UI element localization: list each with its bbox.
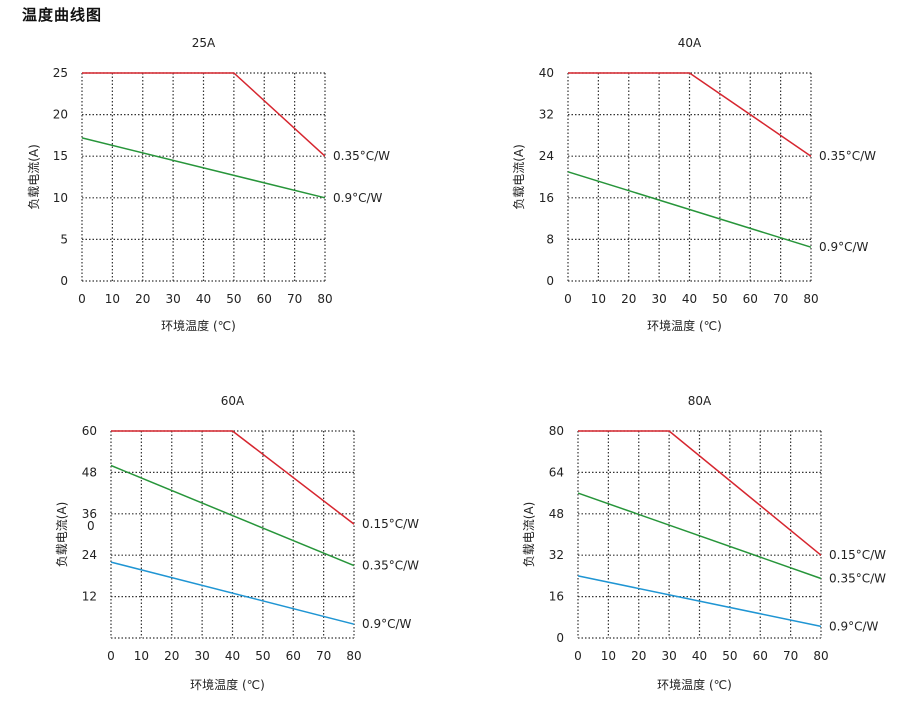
chart-title: 25A — [192, 36, 216, 50]
x-tick-label: 30 — [194, 649, 209, 663]
y-tick-label: 15 — [53, 149, 68, 163]
series-line-0.9°C/W — [110, 561, 355, 625]
series-line-0.35°C/W — [82, 72, 326, 157]
y-tick-label: 24 — [82, 548, 97, 562]
x-tick-label: 60 — [286, 649, 301, 663]
series-line-0.9°C/W — [567, 171, 812, 248]
series-label: 0.9°C/W — [362, 617, 412, 631]
y-tick-label: 16 — [549, 590, 564, 604]
chart-40A: 40A 0 10 20 30 40 50 60 70 80 0 8 16 24 32 40 负载电流(A) 环境温… — [512, 36, 876, 333]
x-tick-label: 10 — [591, 292, 606, 306]
x-tick-label: 40 — [692, 649, 707, 663]
x-tick-label: 50 — [255, 649, 270, 663]
x-tick-label: 10 — [601, 649, 616, 663]
y-tick-label: 20 — [53, 108, 68, 122]
y-tick-label: 5 — [60, 232, 68, 246]
y-tick-label: 32 — [549, 548, 564, 562]
y-tick-label: 64 — [549, 465, 564, 479]
y-tick-label: 0 — [60, 274, 68, 288]
chart-25A: 25A 0 10 20 30 40 50 60 70 80 0 5 10 15 20 25 负载电流(A) 环境温… — [27, 36, 390, 333]
y-tick-label: 0 — [556, 631, 564, 645]
x-tick-label: 70 — [316, 649, 331, 663]
x-tick-label: 50 — [712, 292, 727, 306]
series-label: 0.35°C/W — [333, 149, 390, 163]
y-tick-label: 10 — [53, 191, 68, 205]
x-tick-label: 40 — [225, 649, 240, 663]
chart-title: 80A — [688, 394, 712, 408]
series-label: 0.9°C/W — [333, 191, 383, 205]
x-axis-label: 环境温度 (℃) — [190, 677, 265, 692]
series-line-0.15°C/W — [111, 430, 355, 525]
series-label: 0.9°C/W — [829, 619, 879, 633]
y-tick-label: 0 — [546, 274, 554, 288]
x-tick-label: 30 — [165, 292, 180, 306]
x-tick-label: 10 — [105, 292, 120, 306]
x-tick-label: 20 — [621, 292, 636, 306]
y-tick-label: 36 — [82, 507, 97, 521]
x-tick-label: 20 — [631, 649, 646, 663]
series-line-0.35°C/W — [577, 492, 822, 580]
x-tick-label: 80 — [803, 292, 818, 306]
series-line-0.15°C/W — [578, 430, 822, 556]
x-axis-label: 环境温度 (℃) — [657, 677, 732, 692]
y-axis-label: 负载电流(A) — [522, 502, 536, 568]
series-label: 0.35°C/W — [829, 571, 886, 585]
y-tick-label: 16 — [539, 191, 554, 205]
y-axis-label: 负载电流(A) — [27, 144, 41, 210]
x-tick-label: 80 — [346, 649, 361, 663]
x-tick-label: 60 — [743, 292, 758, 306]
x-tick-label: 30 — [661, 649, 676, 663]
page-title: 温度曲线图 — [22, 6, 103, 24]
x-tick-label: 60 — [753, 649, 768, 663]
y-tick-label: 8 — [546, 232, 554, 246]
y-tick-label: 24 — [539, 149, 554, 163]
x-tick-label: 40 — [682, 292, 697, 306]
x-tick-label: 20 — [164, 649, 179, 663]
series-label: 0.15°C/W — [362, 517, 419, 531]
series-line-0.35°C/W — [110, 464, 355, 567]
x-tick-label: 70 — [773, 292, 788, 306]
series-line-0.9°C/W — [577, 575, 822, 628]
series-label: 0.35°C/W — [362, 559, 419, 573]
y-tick-label: 60 — [82, 424, 97, 438]
chart-80A: 80A 0 10 20 30 40 50 60 70 80 0 16 32 48 64 80 负载电流(A) 环境… — [522, 394, 886, 692]
x-tick-label: 0 — [564, 292, 572, 306]
x-tick-label: 60 — [257, 292, 272, 306]
chart-title: 60A — [221, 394, 245, 408]
y-tick-label: 40 — [539, 66, 554, 80]
y-tick-label: 48 — [82, 465, 97, 479]
x-tick-label: 20 — [135, 292, 150, 306]
x-tick-label: 70 — [287, 292, 302, 306]
x-axis-label: 环境温度 (℃) — [161, 318, 236, 333]
y-tick-label: 12 — [82, 590, 97, 604]
y-tick-label: 48 — [549, 507, 564, 521]
series-line-0.9°C/W — [81, 137, 326, 199]
series-label: 0.35°C/W — [819, 149, 876, 163]
y-tick-label: 32 — [539, 108, 554, 122]
x-tick-label: 0 — [107, 649, 115, 663]
chart-60A: 60A 0 10 20 30 40 50 60 70 80 12 24 36 48 60 0 负载电流(A) 环境… — [55, 394, 419, 692]
x-axis-label: 环境温度 (℃) — [647, 318, 722, 333]
y-axis-label: 负载电流(A) — [55, 502, 69, 568]
y-tick-label-extra: 0 — [87, 519, 95, 533]
series-line-0.35°C/W — [568, 72, 812, 157]
x-tick-label: 70 — [783, 649, 798, 663]
x-tick-label: 0 — [78, 292, 86, 306]
x-tick-label: 50 — [226, 292, 241, 306]
x-tick-label: 80 — [813, 649, 828, 663]
x-tick-label: 40 — [196, 292, 211, 306]
x-tick-label: 50 — [722, 649, 737, 663]
x-tick-label: 0 — [574, 649, 582, 663]
series-label: 0.15°C/W — [829, 548, 886, 562]
y-tick-label: 80 — [549, 424, 564, 438]
y-tick-label: 25 — [53, 66, 68, 80]
x-tick-label: 10 — [134, 649, 149, 663]
x-tick-label: 30 — [651, 292, 666, 306]
series-label: 0.9°C/W — [819, 240, 869, 254]
y-axis-label: 负载电流(A) — [512, 144, 526, 210]
chart-title: 40A — [678, 36, 702, 50]
x-tick-label: 80 — [317, 292, 332, 306]
